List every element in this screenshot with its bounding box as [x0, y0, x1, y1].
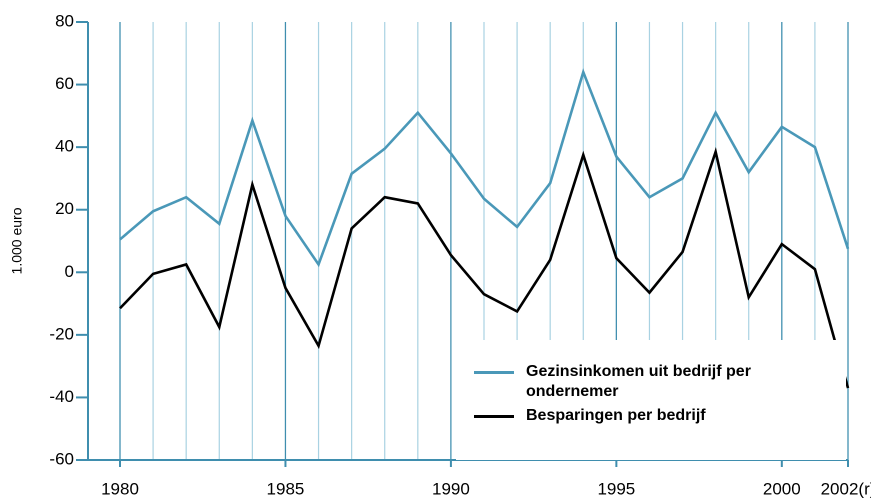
- y-tick-label: 40: [55, 137, 74, 156]
- x-tick-label: 2000: [763, 479, 801, 498]
- y-tick-label: 80: [55, 11, 74, 30]
- y-tick-label: -20: [49, 324, 74, 343]
- line-series: [119, 146, 850, 389]
- line-series: [119, 68, 850, 268]
- legend: Gezinsinkomen uit bedrijf per ondernemer…: [456, 340, 846, 460]
- x-tick-label: 1980: [101, 479, 139, 498]
- y-tick-label: -40: [49, 387, 74, 406]
- legend-item: Besparingen per bedrijf: [474, 406, 786, 426]
- y-tick-label: -60: [49, 449, 74, 468]
- x-tick-label: 2002(r): [821, 479, 871, 498]
- x-tick-label: 1995: [597, 479, 635, 498]
- legend-swatch: [474, 371, 514, 374]
- x-tick-label: 1990: [432, 479, 470, 498]
- legend-swatch: [474, 415, 514, 418]
- legend-label: Gezinsinkomen uit bedrijf per ondernemer: [526, 363, 751, 400]
- y-tick-label: 60: [55, 74, 74, 93]
- x-tick-label: 1985: [267, 479, 305, 498]
- y-tick-label: 0: [65, 262, 74, 281]
- legend-label: Besparingen per bedrijf: [526, 407, 706, 424]
- y-tick-label: 20: [55, 199, 74, 218]
- legend-item: Gezinsinkomen uit bedrijf per ondernemer: [474, 362, 786, 402]
- y-axis-label: 1.000 euro: [9, 207, 25, 274]
